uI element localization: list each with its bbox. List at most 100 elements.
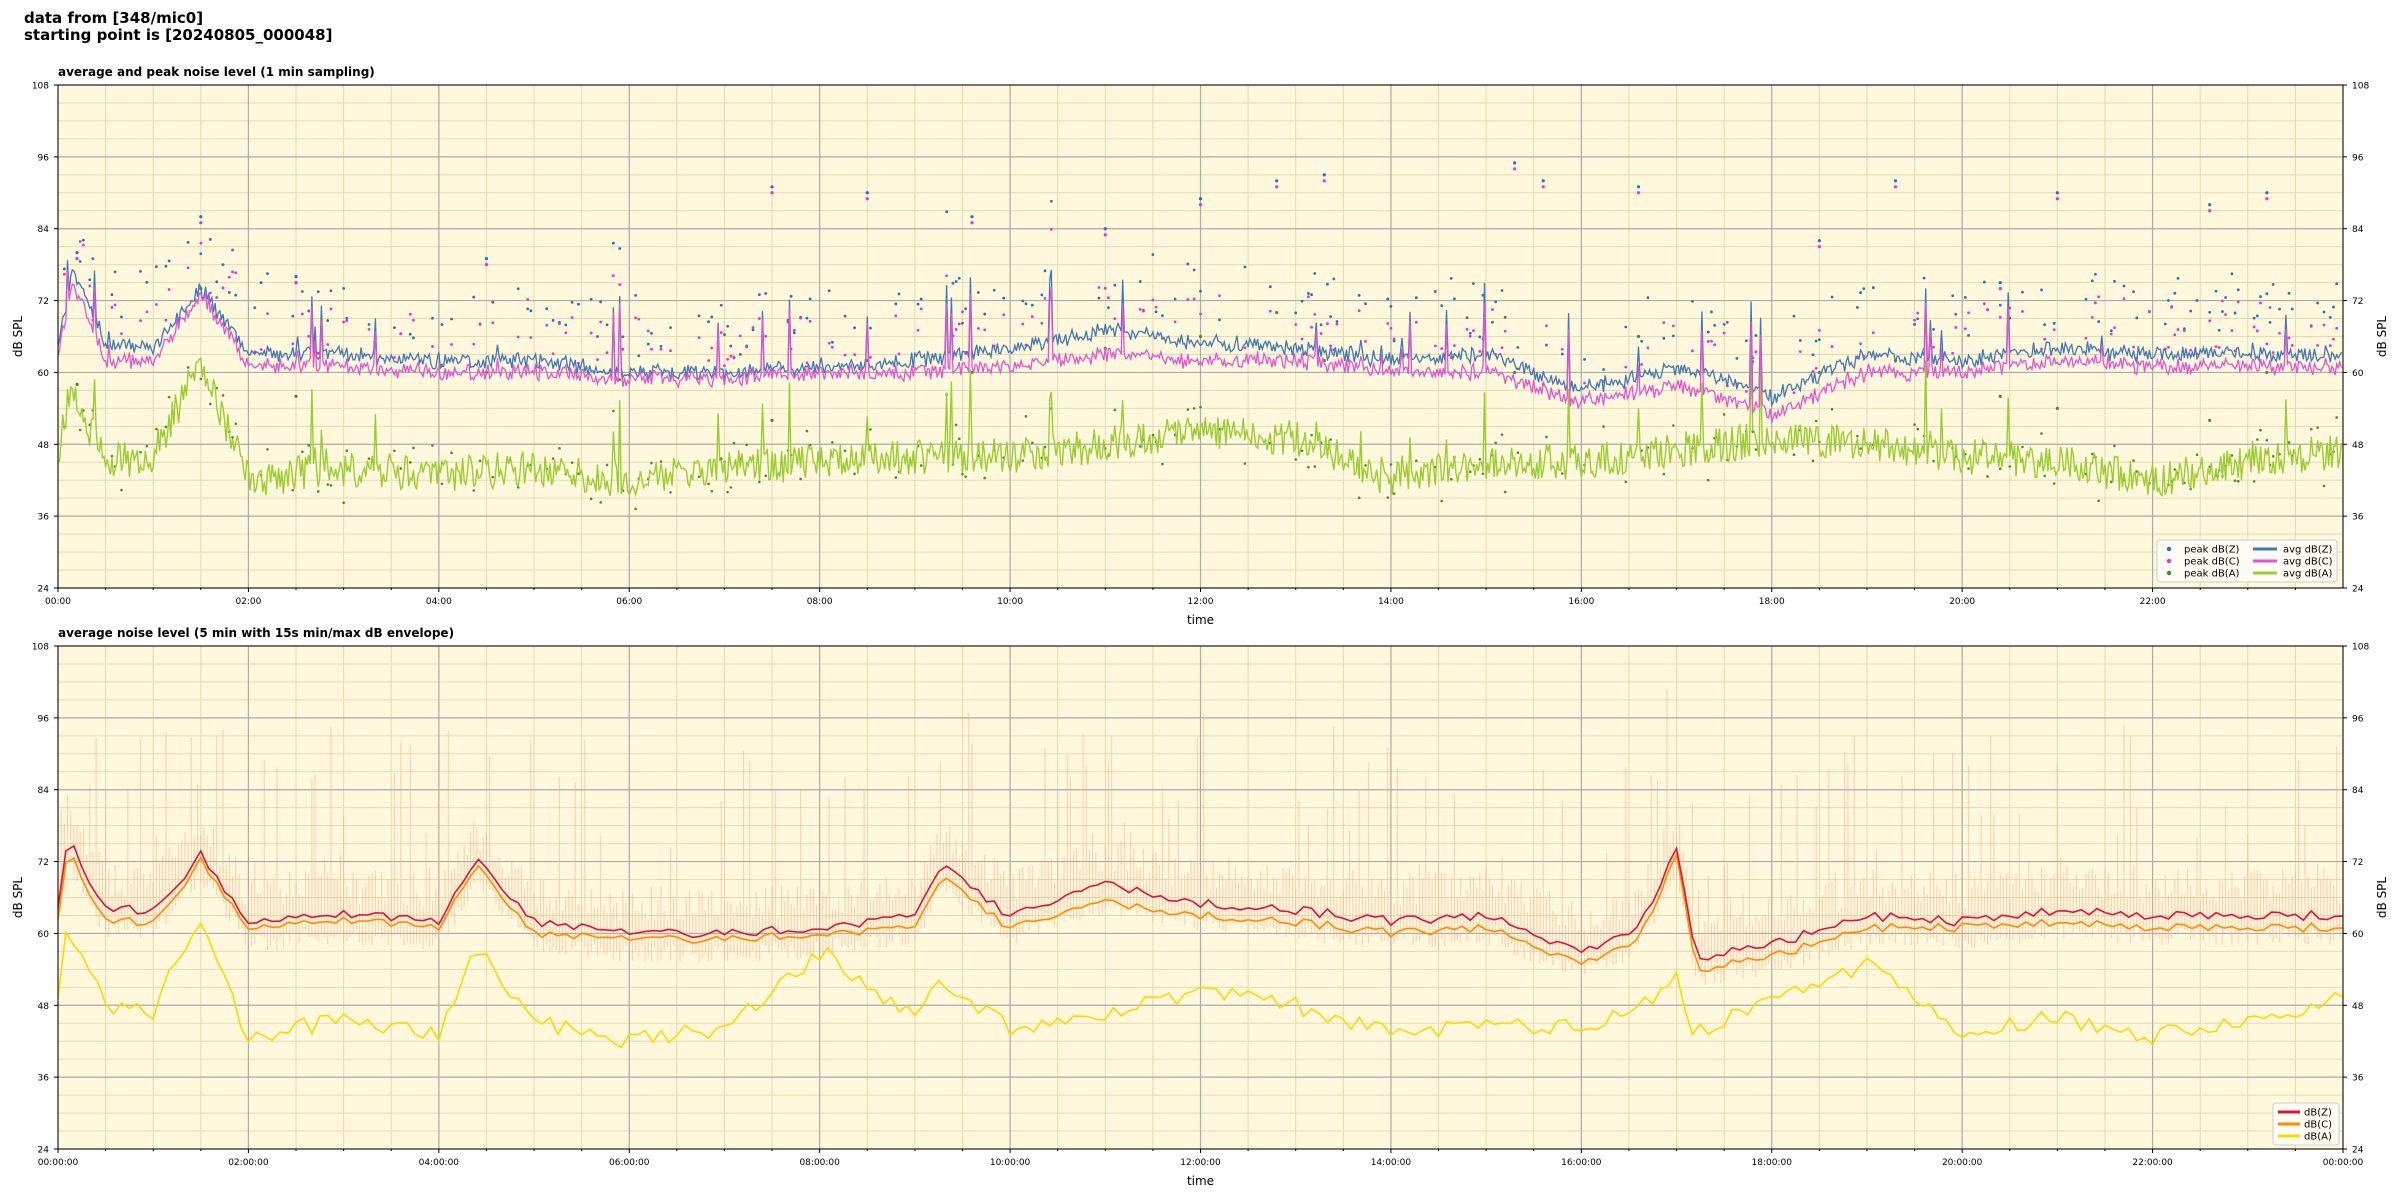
peak-dbz-point	[1199, 289, 1202, 293]
peak-dbc-point	[2097, 295, 2101, 299]
peak-dbz-point	[2090, 279, 2094, 283]
peak-dbz-point	[646, 342, 650, 346]
peak-dbz-point	[1744, 339, 1748, 343]
peak-dbc-point	[2113, 326, 2116, 329]
y-tick-label-left: 60	[38, 369, 50, 379]
peak-dbz-point	[1307, 292, 1310, 295]
peak-dbz-point	[472, 295, 476, 299]
peak-dba-point	[2052, 482, 2056, 485]
peak-dba-point	[110, 454, 114, 458]
peak-dba-point	[1859, 447, 1862, 450]
peak-dba-point	[329, 484, 333, 487]
y-tick-label-right: 96	[2352, 153, 2364, 163]
peak-dbz-point	[1357, 293, 1361, 297]
peak-dbz-point	[726, 324, 730, 328]
peak-dbc-point	[2265, 197, 2269, 201]
peak-dbc-point	[1500, 346, 1504, 350]
peak-dbz-point	[1024, 302, 1028, 306]
peak-dbc-point	[1722, 331, 1726, 335]
peak-dba-point	[1186, 408, 1190, 411]
peak-dba-point	[853, 472, 856, 476]
peak-dbz-point	[2255, 314, 2259, 318]
peak-dbc-point	[164, 318, 168, 322]
peak-dbc-point	[1986, 308, 1989, 312]
peak-dba-point	[291, 488, 295, 492]
peak-dbz-point	[231, 248, 234, 252]
peak-dbz-point	[300, 290, 304, 293]
peak-dbc-point	[367, 327, 371, 331]
peak-dbz-point	[1322, 173, 1326, 177]
peak-dbz-point	[1043, 269, 1047, 273]
peak-dbz-point	[637, 354, 641, 358]
peak-dbz-point	[659, 344, 663, 348]
peak-dbz-point	[1103, 227, 1107, 231]
peak-dbc-point	[1151, 298, 1155, 302]
peak-dbc-point	[1021, 322, 1025, 326]
y-tick-label-left: 84	[38, 786, 50, 796]
peak-dbc-point	[1744, 389, 1748, 393]
peak-dbc-point	[2268, 305, 2272, 309]
peak-dba-point	[2287, 441, 2291, 444]
peak-dbc-point	[1636, 191, 1641, 195]
peak-dba-point	[710, 489, 714, 493]
y-tick-label-left: 36	[38, 513, 50, 523]
peak-dba-point	[2043, 474, 2046, 478]
peak-dbz-point	[916, 302, 920, 306]
peak-dba-point	[491, 475, 495, 479]
peak-dbc-point	[1871, 331, 1875, 335]
peak-dba-point	[1294, 458, 1298, 461]
y-tick-label-left: 24	[38, 585, 50, 595]
peak-dbz-point	[669, 326, 672, 330]
peak-dbc-point	[2021, 310, 2024, 313]
peak-dbz-point	[976, 291, 980, 294]
peak-dbz-point	[1021, 299, 1025, 303]
peak-dbz-point	[1449, 276, 1453, 280]
peak-dbz-point	[1300, 299, 1304, 303]
peak-dbc-point	[723, 364, 726, 368]
peak-dbc-point	[2290, 343, 2294, 347]
y-tick-label-left: 24	[38, 1146, 50, 1156]
x-tick-label: 08:00	[807, 597, 833, 607]
peak-dbc-point	[983, 328, 987, 332]
peak-dbc-point	[605, 351, 609, 355]
peak-dbz-point	[757, 293, 761, 297]
y-tick-label-right: 84	[2352, 786, 2364, 796]
peak-dba-point	[577, 472, 580, 476]
peak-dbz-point	[2265, 191, 2269, 195]
peak-dbc-point	[1710, 339, 1713, 343]
peak-dba-point	[1392, 492, 1396, 495]
peak-dbc-point	[964, 352, 968, 355]
peak-dbc-point	[1932, 345, 1936, 349]
peak-dba-point	[1478, 457, 1482, 461]
peak-dbz-point	[1049, 199, 1053, 203]
peak-dba-point	[307, 444, 311, 447]
peak-dbz-point	[1468, 331, 1472, 335]
legend-label: avg dB(C)	[2283, 557, 2333, 568]
peak-dbc-point	[1141, 309, 1145, 313]
peak-dba-point	[612, 409, 615, 413]
peak-dbz-point	[1814, 339, 1818, 343]
peak-dba-point	[1329, 438, 1332, 441]
peak-dba-point	[808, 443, 812, 447]
peak-dba-point	[2097, 499, 2100, 503]
peak-dbz-point	[408, 332, 412, 336]
y-tick-label-left: 96	[38, 714, 50, 724]
peak-dbc-point	[1817, 328, 1821, 332]
peak-dbc-point	[1754, 350, 1758, 354]
peak-dba-point	[1199, 405, 1202, 409]
peak-dbz-point	[1113, 283, 1117, 287]
peak-dbc-point	[2109, 332, 2113, 336]
peak-dba-point	[139, 450, 142, 454]
peak-dba-point	[2008, 465, 2012, 468]
x-tick-label: 00:00:00	[38, 1158, 79, 1168]
x-tick-label: 14:00	[1378, 597, 1404, 607]
peak-dbc-point	[1335, 322, 1339, 326]
peak-dba-point	[2021, 445, 2024, 449]
peak-dbz-point	[2271, 282, 2275, 286]
peak-dbz-point	[329, 289, 333, 293]
peak-dbz-point	[2040, 288, 2043, 292]
peak-dba-point	[301, 450, 304, 454]
peak-dbz-point	[2265, 292, 2269, 296]
peak-dbz-point	[545, 307, 549, 311]
peak-dba-point	[726, 490, 729, 494]
